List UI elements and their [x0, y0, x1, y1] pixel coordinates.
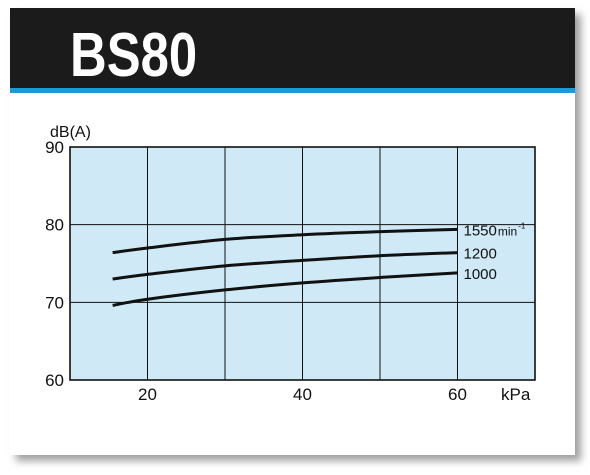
x-axis-label: kPa — [501, 385, 531, 404]
y-tick-label: 70 — [45, 293, 64, 312]
header-rule — [10, 88, 575, 93]
series-unit-superscript: -1 — [518, 221, 526, 230]
header-band — [10, 8, 575, 88]
y-tick-label: 80 — [45, 216, 64, 235]
x-tick-label: 40 — [293, 385, 312, 404]
series-unit: min — [498, 224, 517, 238]
y-tick-label: 60 — [45, 371, 64, 390]
series-label: 1000 — [464, 266, 497, 283]
y-axis-label: dB(A) — [50, 124, 91, 141]
series-line — [112, 227, 458, 255]
x-tick-label: 20 — [138, 385, 157, 404]
series-line — [112, 251, 458, 281]
series-line — [112, 271, 458, 307]
plot: 60 70 80 90 20 40 60 dB(A) kPa 1550 min -1 1200 1000 — [45, 124, 536, 404]
y-tick-label: 90 — [45, 138, 64, 157]
plot-border — [69, 146, 536, 381]
series-label: 1200 — [464, 246, 497, 263]
series-label: 1550 — [464, 222, 497, 239]
chart-title: BS80 — [70, 21, 197, 90]
x-tick-label: 60 — [448, 385, 467, 404]
